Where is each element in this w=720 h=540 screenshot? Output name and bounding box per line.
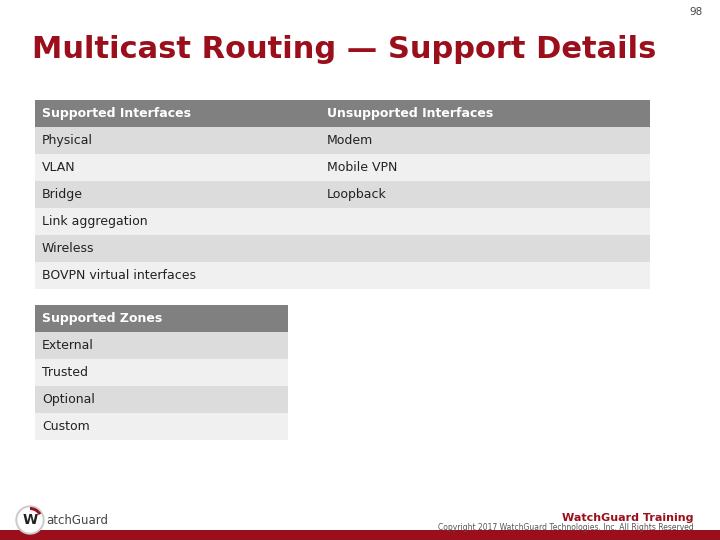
Circle shape xyxy=(18,508,42,532)
Text: Link aggregation: Link aggregation xyxy=(42,215,148,228)
Bar xyxy=(35,386,288,413)
Text: External: External xyxy=(42,339,94,352)
Bar xyxy=(35,305,288,332)
Bar xyxy=(320,262,650,289)
Bar xyxy=(35,332,288,359)
Text: WatchGuard Training: WatchGuard Training xyxy=(562,513,694,523)
Text: Physical: Physical xyxy=(42,134,93,147)
Text: Loopback: Loopback xyxy=(327,188,387,201)
Text: Supported Zones: Supported Zones xyxy=(42,312,162,325)
Text: atchGuard: atchGuard xyxy=(46,514,108,526)
Text: Optional: Optional xyxy=(42,393,95,406)
Bar xyxy=(35,181,320,208)
Bar xyxy=(320,208,650,235)
Bar xyxy=(320,235,650,262)
Bar xyxy=(35,208,320,235)
Text: VLAN: VLAN xyxy=(42,161,76,174)
Text: W: W xyxy=(22,513,37,527)
Bar xyxy=(35,413,288,440)
Text: 98: 98 xyxy=(690,7,703,17)
Text: Custom: Custom xyxy=(42,420,90,433)
Text: Mobile VPN: Mobile VPN xyxy=(327,161,397,174)
Text: Supported Interfaces: Supported Interfaces xyxy=(42,107,191,120)
Bar xyxy=(320,127,650,154)
Text: BOVPN virtual interfaces: BOVPN virtual interfaces xyxy=(42,269,196,282)
Bar xyxy=(0,530,720,540)
Wedge shape xyxy=(30,507,41,515)
Bar xyxy=(35,100,320,127)
Text: Wireless: Wireless xyxy=(42,242,94,255)
Circle shape xyxy=(16,506,44,534)
Bar xyxy=(320,154,650,181)
Bar xyxy=(320,181,650,208)
Text: Trusted: Trusted xyxy=(42,366,88,379)
Bar xyxy=(320,100,650,127)
Text: Modem: Modem xyxy=(327,134,373,147)
Text: Unsupported Interfaces: Unsupported Interfaces xyxy=(327,107,493,120)
Bar xyxy=(35,262,320,289)
Bar xyxy=(35,359,288,386)
Bar xyxy=(35,235,320,262)
Bar xyxy=(35,127,320,154)
Text: Copyright 2017 WatchGuard Technologies, Inc. All Rights Reserved: Copyright 2017 WatchGuard Technologies, … xyxy=(438,523,694,531)
Bar xyxy=(35,154,320,181)
Text: Multicast Routing — Support Details: Multicast Routing — Support Details xyxy=(32,35,657,64)
Text: Bridge: Bridge xyxy=(42,188,83,201)
